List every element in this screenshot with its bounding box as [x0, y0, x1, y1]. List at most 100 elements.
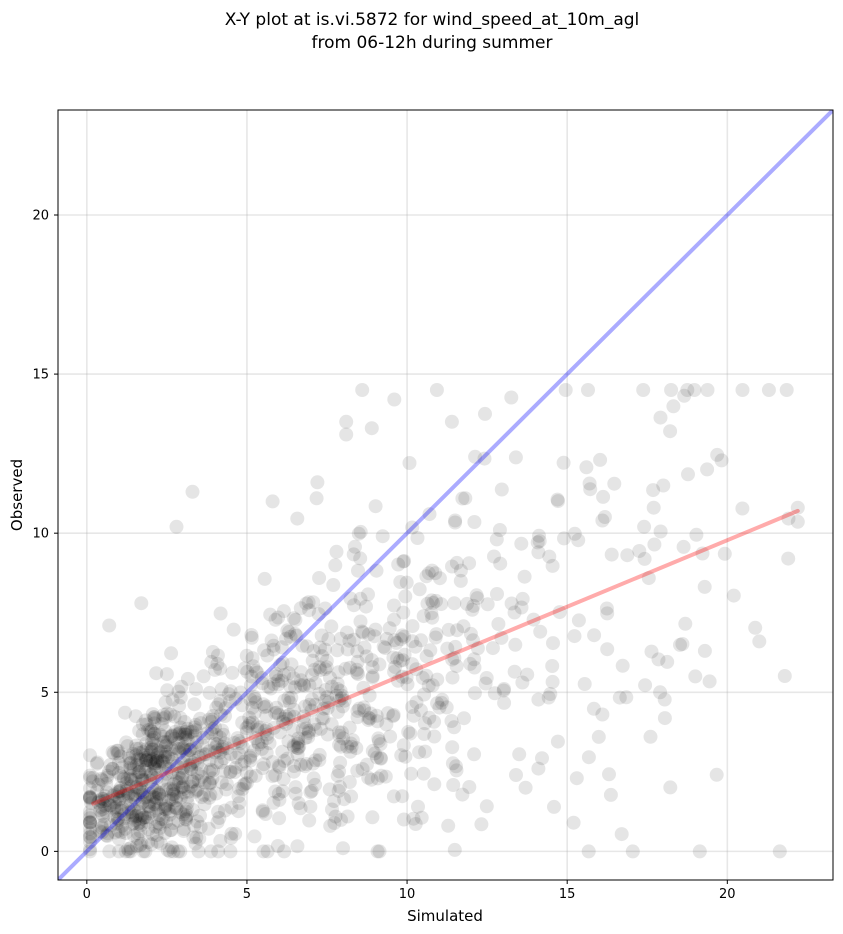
data-point-765 — [133, 752, 148, 767]
data-point-211 — [139, 753, 154, 768]
data-point-215 — [176, 779, 191, 794]
y-tick-label-0: 0 — [41, 845, 49, 860]
data-point-807 — [209, 786, 224, 801]
data-point-971 — [123, 841, 138, 856]
data-point-55 — [363, 711, 377, 726]
data-point-989 — [202, 790, 217, 805]
data-point-2 — [143, 773, 158, 788]
data-point-1167 — [388, 660, 403, 675]
data-point-1011 — [286, 764, 301, 779]
data-point-848 — [386, 650, 401, 665]
data-point-163 — [421, 678, 436, 693]
data-point-720 — [237, 754, 252, 769]
data-point-1096 — [228, 826, 243, 841]
data-point-950 — [402, 456, 417, 470]
data-point-764 — [113, 749, 128, 764]
data-point-323 — [379, 631, 394, 646]
data-point-279 — [409, 695, 424, 710]
data-point-629 — [164, 823, 179, 838]
data-point-606 — [135, 796, 150, 811]
data-point-272 — [145, 780, 159, 795]
data-point-67 — [543, 687, 558, 701]
data-point-639 — [165, 787, 180, 802]
data-point-1041 — [158, 759, 173, 774]
data-point-1122 — [571, 533, 586, 548]
data-point-413 — [135, 727, 150, 742]
data-point-710 — [214, 682, 229, 697]
data-point-861 — [205, 645, 220, 659]
data-point-265 — [430, 672, 445, 687]
data-point-1079 — [112, 791, 127, 806]
data-point-1100 — [312, 660, 327, 675]
data-point-1055 — [532, 528, 546, 543]
data-point-806 — [330, 704, 345, 719]
data-point-948 — [243, 748, 258, 763]
data-point-518 — [467, 686, 482, 701]
data-point-534 — [491, 617, 506, 631]
data-point-1091 — [229, 750, 244, 765]
data-point-695 — [405, 657, 420, 672]
data-point-1050 — [98, 793, 113, 808]
data-point-972 — [182, 759, 197, 773]
data-point-391 — [231, 789, 246, 804]
data-point-403 — [313, 663, 328, 678]
data-point-939 — [215, 723, 230, 738]
data-point-644 — [355, 624, 369, 639]
data-point-296 — [550, 492, 565, 507]
data-point-1107 — [370, 771, 385, 786]
data-point-822 — [678, 616, 693, 631]
data-point-875 — [153, 754, 168, 769]
data-point-916 — [241, 719, 256, 733]
data-point-520 — [202, 712, 217, 727]
data-point-967 — [380, 706, 395, 721]
data-point-456 — [123, 772, 138, 787]
data-point-693 — [289, 628, 304, 643]
data-point-83 — [146, 756, 160, 770]
data-point-744 — [132, 765, 147, 780]
data-point-177 — [138, 753, 153, 768]
data-point-1115 — [145, 770, 160, 785]
data-point-1203 — [444, 414, 459, 429]
data-point-771 — [151, 802, 166, 816]
data-point-834 — [242, 716, 257, 731]
data-point-656 — [318, 683, 333, 697]
data-point-563 — [295, 638, 310, 653]
data-point-429 — [334, 725, 349, 740]
data-point-573 — [173, 711, 188, 725]
data-point-132 — [345, 733, 360, 748]
data-point-30 — [167, 731, 182, 746]
data-point-945 — [365, 810, 380, 825]
data-point-1098 — [98, 789, 113, 804]
data-point-1024 — [632, 544, 647, 558]
data-point-115 — [508, 450, 523, 465]
data-point-319 — [139, 736, 154, 751]
data-point-803 — [162, 793, 176, 808]
data-point-1174 — [420, 596, 435, 611]
data-point-407 — [163, 781, 178, 796]
data-point-1004 — [330, 676, 345, 691]
data-point-952 — [148, 797, 163, 812]
data-point-986 — [323, 670, 337, 685]
data-point-278 — [480, 597, 495, 612]
data-point-828 — [148, 819, 163, 834]
data-point-551 — [109, 743, 124, 758]
data-point-490 — [404, 766, 419, 781]
data-point-829 — [245, 651, 260, 666]
data-point-58 — [152, 821, 167, 835]
data-point-1080 — [93, 803, 108, 818]
data-point-227 — [230, 731, 245, 746]
data-point-686 — [248, 768, 263, 783]
data-point-347 — [419, 668, 434, 683]
one-to-one-line — [58, 110, 833, 880]
data-point-113 — [370, 750, 384, 765]
data-point-339 — [301, 725, 316, 740]
data-point-483 — [552, 605, 567, 620]
data-point-313 — [293, 757, 308, 772]
data-point-72 — [109, 803, 124, 818]
data-point-97 — [145, 742, 160, 757]
data-point-136 — [124, 779, 138, 794]
data-point-759 — [412, 582, 427, 597]
data-point-1113 — [219, 782, 234, 797]
data-point-27 — [96, 809, 111, 824]
data-point-273 — [396, 554, 411, 569]
